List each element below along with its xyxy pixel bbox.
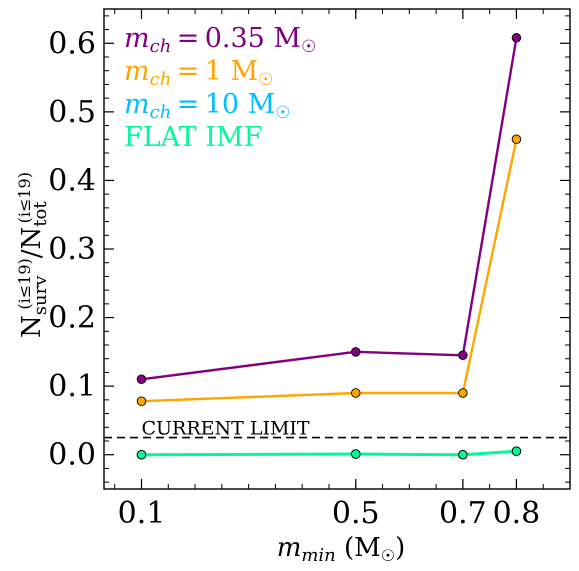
y-axis-title: Nsurv(i≤19)/Ntot(i≤19)	[15, 172, 51, 338]
x-tick-label: 0.1	[118, 496, 166, 531]
x-axis-title: mmin (M☉)	[277, 533, 406, 566]
series-line	[141, 139, 518, 403]
data-point	[458, 388, 468, 398]
data-point	[458, 350, 468, 361]
y-tick-label: 0.5	[48, 95, 96, 130]
legend-entry: FLAT IMF	[124, 122, 262, 153]
series-1	[136, 33, 522, 385]
series-2	[136, 134, 522, 406]
y-tick-labels: 0.0 0.1 0.2 0.3 0.4 0.5 0.6	[48, 26, 96, 472]
series-4	[136, 446, 522, 460]
x-tick-labels: 0.1 0.5 0.7 0.8	[118, 496, 541, 531]
data-point	[458, 449, 468, 460]
data-point	[136, 396, 147, 406]
y-tick-label: 0.0	[48, 438, 96, 473]
legend-entry: mch = 1 M☉	[124, 56, 273, 90]
data-point	[136, 449, 147, 460]
y-tick-label: 0.1	[48, 369, 96, 404]
series-layer	[136, 33, 522, 460]
current-limit-label: CURRENT LIMIT	[141, 418, 309, 440]
y-tick-label: 0.3	[48, 232, 96, 267]
legend: mch = 0.35 M☉mch = 1 M☉mch = 10 M☉FLAT I…	[124, 23, 316, 153]
data-point	[511, 33, 522, 43]
x-tick-label: 0.5	[332, 496, 380, 531]
y-tick-label: 0.6	[48, 26, 96, 61]
legend-entry: mch = 0.35 M☉	[124, 23, 316, 57]
major-ticks	[104, 9, 570, 489]
series-line	[141, 37, 518, 381]
data-point	[350, 347, 361, 357]
y-tick-label: 0.2	[48, 301, 96, 336]
data-point	[511, 446, 522, 457]
data-point	[136, 374, 147, 385]
legend-entry: mch = 10 M☉	[124, 89, 291, 123]
data-point	[350, 449, 361, 459]
series-line	[141, 449, 517, 457]
x-tick-label: 0.8	[493, 496, 541, 531]
x-tick-label: 0.7	[439, 496, 487, 531]
y-tick-label: 0.4	[48, 163, 96, 198]
data-point	[350, 388, 361, 398]
data-point	[511, 134, 522, 145]
